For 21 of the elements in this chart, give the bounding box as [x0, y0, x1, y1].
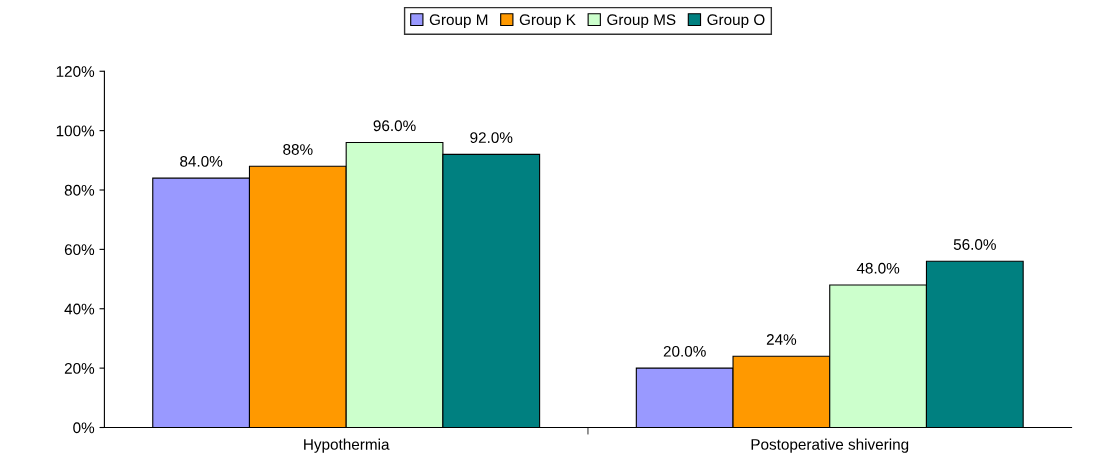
data-label: 24% — [766, 334, 797, 345]
data-label: 20.0% — [663, 345, 706, 357]
legend-label: Group K — [519, 14, 576, 29]
legend-label: Group M — [429, 14, 488, 29]
data-label: 92.0% — [470, 132, 513, 144]
data-label: 96.0% — [373, 120, 416, 132]
y-tick-label: 20% — [64, 362, 95, 374]
y-tick-label: 60% — [64, 244, 95, 256]
data-label: 48.0% — [856, 262, 900, 274]
legend-label: Group O — [707, 14, 765, 29]
y-tick-label: 80% — [64, 184, 95, 196]
data-label: 56.0% — [953, 239, 996, 250]
data-label: 84.0% — [180, 155, 223, 167]
y-tick-label: 0% — [73, 422, 95, 434]
y-tick-label: 40% — [64, 303, 95, 315]
data-label: 88% — [283, 144, 313, 155]
x-tick-label: Postoperative shivering — [751, 438, 909, 453]
legend-label: Group MS — [607, 14, 676, 29]
x-tick-label: Hypothermia — [304, 438, 390, 453]
y-tick-label: 120% — [56, 66, 95, 77]
y-tick-label: 100% — [56, 125, 95, 137]
